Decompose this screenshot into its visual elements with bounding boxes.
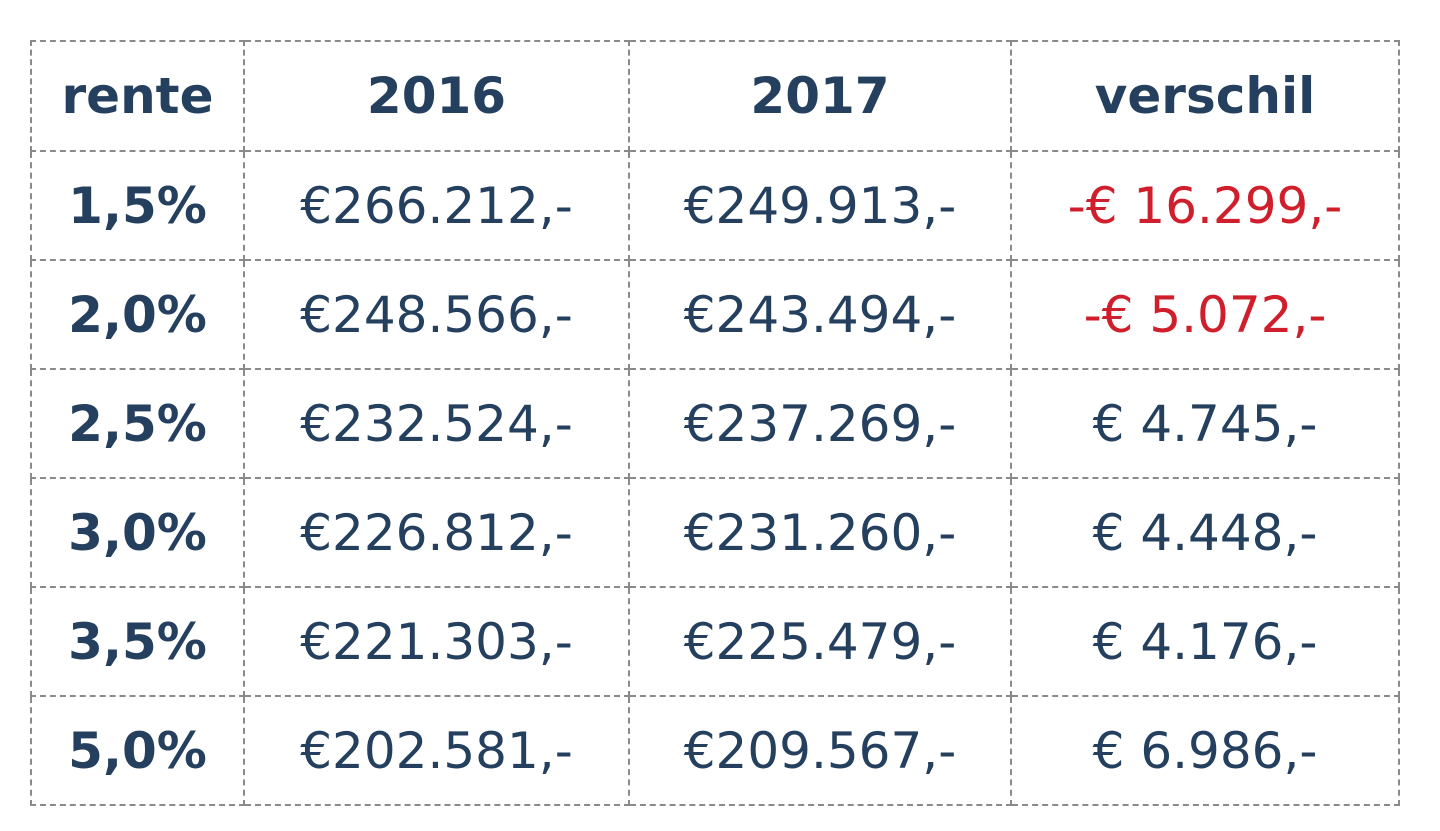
rate-cell: 2,0%	[30, 259, 245, 370]
value-cell: €202.581,-	[243, 695, 630, 806]
rate-cell: 3,0%	[30, 477, 245, 588]
rate-cell: 3,5%	[30, 586, 245, 697]
value-cell: €266.212,-	[243, 150, 630, 261]
header-row: rente 2016 2017 verschil	[30, 40, 1400, 152]
value-cell: €237.269,-	[628, 368, 1012, 479]
value-cell: €225.479,-	[628, 586, 1012, 697]
value-cell: €221.303,-	[243, 586, 630, 697]
table-body: 1,5% €266.212,- €249.913,- -€ 16.299,- 2,0% €…	[30, 150, 1400, 806]
value-cell: €249.913,-	[628, 150, 1012, 261]
value-cell: €209.567,-	[628, 695, 1012, 806]
table-row: 3,5% €221.303,- €225.479,- € 4.176,-	[30, 586, 1400, 697]
value-cell: € 4.176,-	[1010, 586, 1400, 697]
table-row: 3,0% €226.812,- €231.260,- € 4.448,-	[30, 477, 1400, 588]
value-cell: -€ 5.072,-	[1010, 259, 1400, 370]
header-cell: 2017	[628, 40, 1012, 152]
value-cell: €231.260,-	[628, 477, 1012, 588]
value-cell: -€ 16.299,-	[1010, 150, 1400, 261]
table-row: 2,5% €232.524,- €237.269,- € 4.745,-	[30, 368, 1400, 479]
rate-cell: 5,0%	[30, 695, 245, 806]
value-cell: €243.494,-	[628, 259, 1012, 370]
value-cell: €226.812,-	[243, 477, 630, 588]
value-cell: €232.524,-	[243, 368, 630, 479]
header-cell: verschil	[1010, 40, 1400, 152]
table-row: 2,0% €248.566,- €243.494,- -€ 5.072,-	[30, 259, 1400, 370]
table-header: rente 2016 2017 verschil	[30, 40, 1400, 152]
header-cell: rente	[30, 40, 245, 152]
rate-cell: 1,5%	[30, 150, 245, 261]
rate-cell: 2,5%	[30, 368, 245, 479]
value-cell: € 4.448,-	[1010, 477, 1400, 588]
interest-table: rente 2016 2017 verschil 1,5% €266.212,- €249…	[30, 40, 1400, 806]
table-row: 1,5% €266.212,- €249.913,- -€ 16.299,-	[30, 150, 1400, 261]
value-cell: €248.566,-	[243, 259, 630, 370]
value-cell: € 4.745,-	[1010, 368, 1400, 479]
value-cell: € 6.986,-	[1010, 695, 1400, 806]
header-cell: 2016	[243, 40, 630, 152]
table-container: rente 2016 2017 verschil 1,5% €266.212,- €249…	[30, 40, 1400, 806]
table-row: 5,0% €202.581,- €209.567,- € 6.986,-	[30, 695, 1400, 806]
